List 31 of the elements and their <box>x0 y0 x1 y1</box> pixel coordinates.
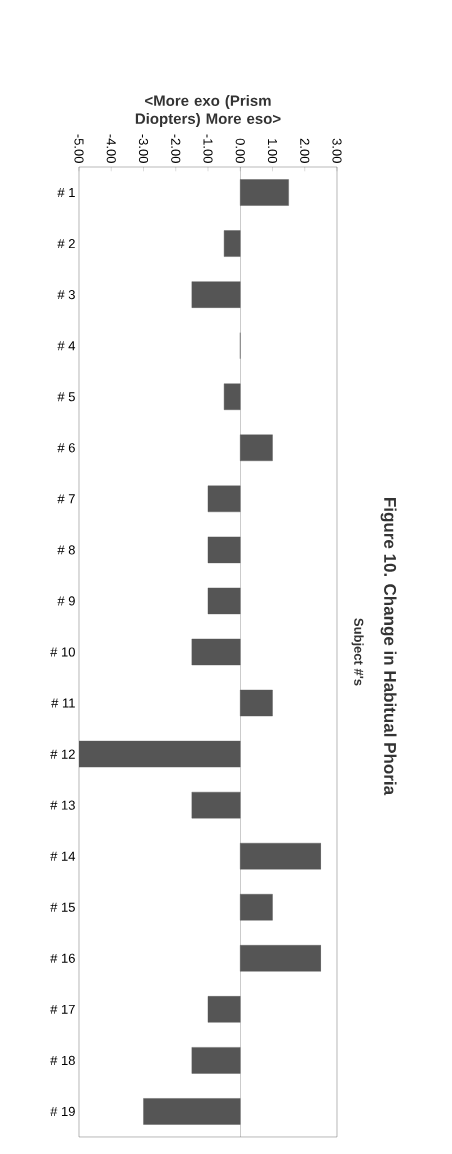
y-tick-label: # 7 <box>57 494 75 504</box>
x-tick-label: -2.00 <box>171 134 181 163</box>
y-tick-label: # 9 <box>57 596 75 606</box>
y-tick-label: # 12 <box>50 749 75 759</box>
y-tick-label: # 17 <box>50 1004 75 1014</box>
x-tick-label: -4.00 <box>106 134 116 163</box>
x-tick-label: 3.00 <box>332 138 342 163</box>
y-tick-label: # 1 <box>57 188 75 197</box>
x-tick-label: 2.00 <box>300 138 310 163</box>
y-tick-label: # 19 <box>50 1106 75 1117</box>
y-tick-label: # 3 <box>57 290 75 300</box>
y-tick-label: # 16 <box>50 953 75 963</box>
y-tick-label: # 10 <box>50 647 75 657</box>
x-tick-label: 0.00 <box>235 138 245 163</box>
text: Figure 10. Change in Habitual Phoria <box>380 498 397 796</box>
y-tick-label: # 5 <box>57 392 75 402</box>
x-axis-title: <More exo (Prism Diopters) More eso> <box>135 94 281 127</box>
y-tick-label: # 4 <box>57 341 76 351</box>
y-tick-label: # 14 <box>50 851 76 861</box>
y-axis-title: Subject #'s <box>351 618 364 686</box>
y-tick-label: # 2 <box>57 239 75 249</box>
x-tick-label: 1.00 <box>267 139 278 163</box>
y-tick-label: # 15 <box>50 902 75 912</box>
x-tick-label: -1.00 <box>203 134 213 163</box>
y-tick-label: # 11 <box>51 698 75 708</box>
y-tick-label: # 13 <box>50 800 75 810</box>
y-tick-label: # 18 <box>50 1055 75 1066</box>
y-tick-label: # 6 <box>57 443 75 453</box>
x-tick-label: -3.00 <box>138 134 149 163</box>
y-tick-label: # 8 <box>57 545 75 555</box>
x-tick-label: -5.00 <box>74 134 84 163</box>
